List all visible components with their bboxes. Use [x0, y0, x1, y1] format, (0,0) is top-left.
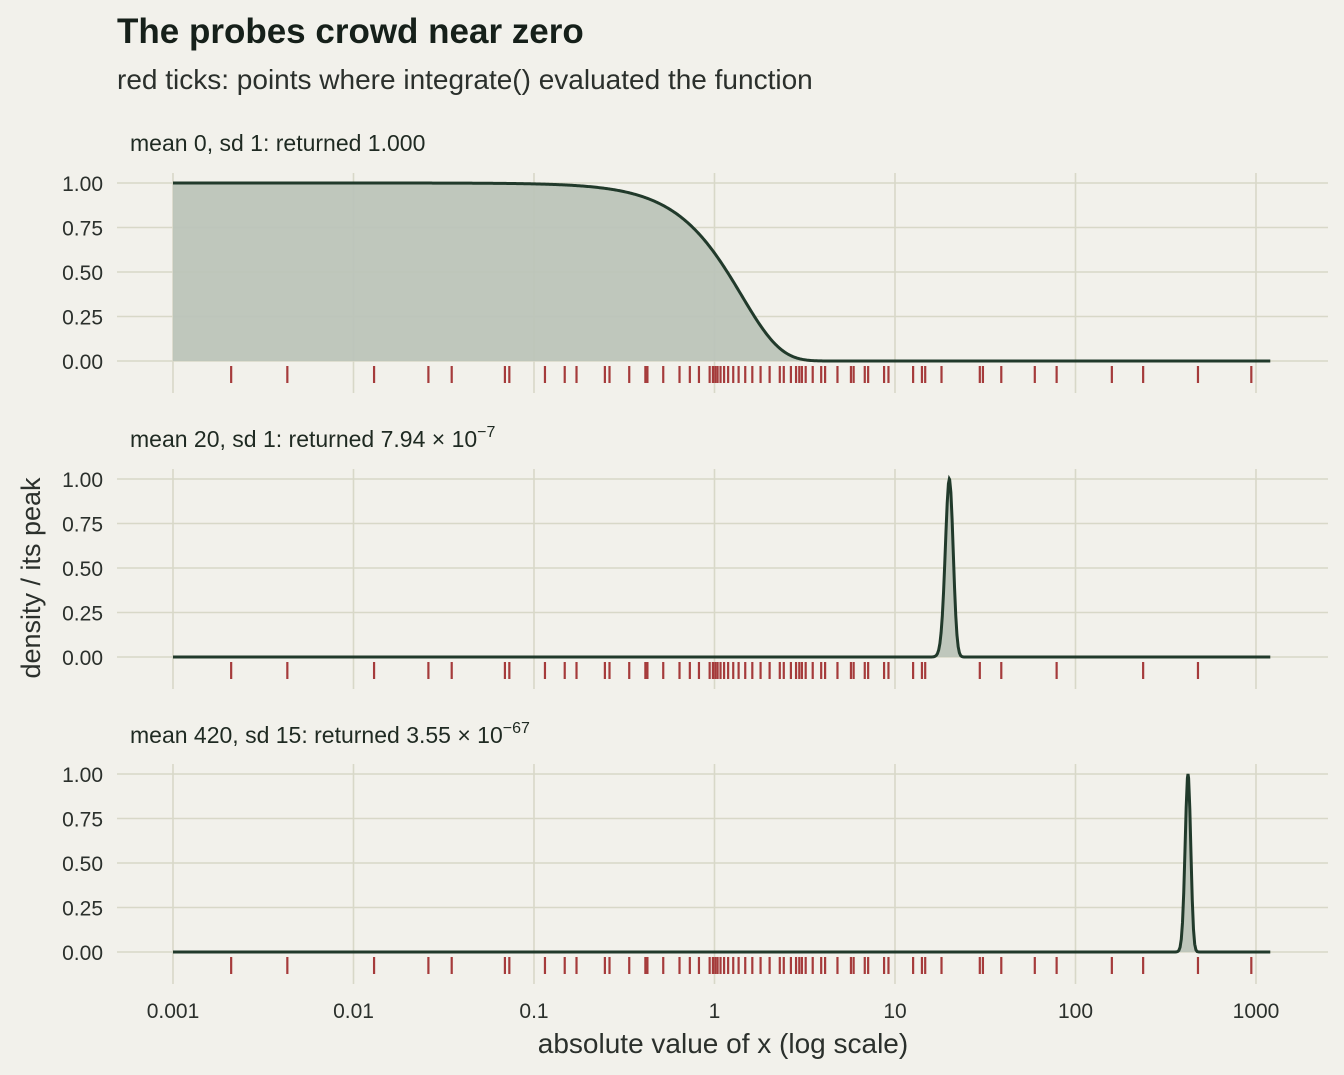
x-tick-label: 1000	[1233, 1000, 1280, 1023]
x-tick-label: 0.1	[519, 1000, 548, 1023]
panel-label: mean 0, sd 1: returned 1.000	[130, 130, 425, 156]
y-tick-label: 0.50	[62, 558, 103, 581]
y-tick-label: 1.00	[62, 764, 103, 787]
density-curve	[173, 474, 1271, 659]
y-tick-label: 1.00	[62, 173, 103, 196]
panels-layer: mean 0, sd 1: returned 1.000 0.00 0.25 0.50…	[62, 130, 1328, 1023]
density-curve	[173, 773, 1271, 954]
y-tick-label: 0.50	[62, 262, 103, 285]
y-tick-label: 0.25	[62, 307, 103, 330]
y-tick-label: 0.25	[62, 603, 103, 626]
x-tick-label: 1	[709, 1000, 721, 1023]
panel-1: mean 0, sd 1: returned 1.000 0.00 0.25 0.50…	[62, 130, 1328, 393]
y-tick-label: 0.25	[62, 898, 103, 921]
chart-subtitle: red ticks: points where integrate() eval…	[117, 64, 813, 95]
y-axis-label: density / its peak	[16, 477, 46, 679]
x-tick-label: 0.001	[147, 1000, 200, 1023]
y-tick-label: 0.75	[62, 809, 103, 832]
x-tick-label: 10	[883, 1000, 906, 1023]
panel-label: mean 20, sd 1: returned 7.94 × 10−7	[130, 424, 496, 452]
y-tick-label: 1.00	[62, 469, 103, 492]
y-tick-label: 0.50	[62, 853, 103, 876]
x-tick-label: 0.01	[333, 1000, 374, 1023]
y-tick-label: 0.75	[62, 218, 103, 241]
chart-title: The probes crowd near zero	[117, 12, 584, 51]
panel-label: mean 420, sd 15: returned 3.55 × 10−67	[130, 720, 530, 748]
panel-2: mean 20, sd 1: returned 7.94 × 10−7 0.00 0…	[62, 424, 1328, 689]
y-tick-label: 0.00	[62, 647, 103, 670]
y-tick-label: 0.00	[62, 942, 103, 965]
x-tick-label: 100	[1058, 1000, 1093, 1023]
x-axis-label: absolute value of x (log scale)	[538, 1028, 908, 1059]
y-tick-label: 0.00	[62, 351, 103, 374]
y-tick-label: 0.75	[62, 514, 103, 537]
density-curve	[173, 181, 1271, 363]
density-area	[173, 183, 1271, 361]
panel-3: mean 420, sd 15: returned 3.55 × 10−67 0.…	[62, 720, 1328, 984]
